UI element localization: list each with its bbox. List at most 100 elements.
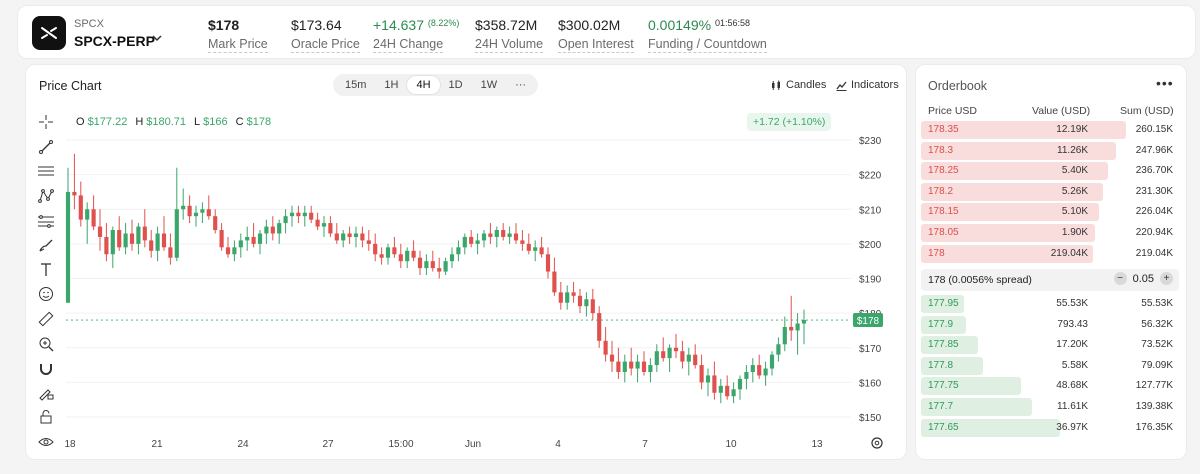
ask-row[interactable]: 178.3 11.26K 247.96K — [921, 141, 1173, 160]
change-pct: (8.22%) — [427, 18, 460, 28]
trend-line-icon[interactable] — [35, 135, 57, 160]
bid-row[interactable]: 177.65 36.97K 176.35K — [921, 418, 1173, 437]
low-value: $166 — [203, 116, 228, 128]
bid-value: 17.20K — [1056, 339, 1088, 351]
candles-icon — [772, 80, 780, 90]
ask-value: 5.40K — [1061, 165, 1088, 177]
brush-icon[interactable] — [35, 233, 57, 258]
candle-body — [238, 240, 243, 248]
y-tick-label: $230 — [859, 136, 882, 147]
indicators-button[interactable]: Indicators — [836, 79, 899, 91]
change-label[interactable]: 24H Change — [373, 37, 444, 53]
open-label: O — [76, 116, 85, 128]
header-sum: Sum (USD) — [1120, 105, 1174, 117]
y-tick-label: $190 — [859, 275, 882, 286]
candle-body — [545, 254, 551, 272]
chart-settings-icon[interactable] — [871, 437, 883, 449]
crosshair-icon[interactable] — [35, 110, 57, 135]
market-selector[interactable]: SPCX-PERP — [74, 33, 155, 49]
volume-label[interactable]: 24H Volume — [475, 37, 544, 53]
bid-row[interactable]: 177.7 11.61K 139.38K — [921, 398, 1173, 416]
tf-more[interactable]: ··· — [515, 79, 527, 91]
zoom-in-icon[interactable] — [35, 331, 57, 356]
ask-row[interactable]: 178 219.04K 219.04K — [921, 244, 1173, 263]
ask-row[interactable]: 178.05 1.90K 220.94K — [921, 224, 1173, 242]
depth-bar — [921, 182, 1104, 201]
candle-body — [129, 233, 135, 244]
depth-bar — [921, 418, 1061, 437]
stat-mark-price: $178 Mark Price — [208, 17, 268, 53]
more-options-icon[interactable]: ••• — [1156, 75, 1174, 91]
candle-body — [449, 254, 455, 262]
oracle-price-label[interactable]: Oracle Price — [291, 37, 360, 53]
candle-body — [686, 354, 691, 362]
pattern-icon[interactable] — [35, 184, 57, 209]
tf-1h[interactable]: 1H — [384, 79, 399, 91]
increase-tick-button[interactable]: + — [1160, 272, 1173, 285]
candle-body — [117, 230, 122, 248]
ask-row[interactable]: 178.25 5.40K 236.70K — [921, 162, 1173, 181]
ask-row[interactable]: 178.35 12.19K 260.15K — [921, 121, 1173, 139]
ask-price: 178.25 — [928, 165, 959, 177]
market-logo[interactable] — [32, 16, 66, 50]
header-value: Value (USD) — [1032, 105, 1091, 117]
chevron-down-icon[interactable] — [152, 33, 162, 45]
candle-body — [91, 209, 96, 227]
candles-button[interactable]: Candles — [771, 79, 826, 91]
candle-body — [328, 223, 333, 234]
depth-bar — [921, 121, 1126, 139]
header-price: Price USD — [928, 105, 978, 117]
candle-body — [161, 233, 167, 248]
ask-row[interactable]: 178.2 5.26K 231.30K — [921, 182, 1173, 201]
x-tick-label: 7 — [642, 439, 648, 450]
candle-body — [648, 365, 653, 372]
bid-row[interactable]: 177.9 793.43 56.32K — [921, 315, 1173, 334]
decrease-tick-button[interactable]: − — [1113, 272, 1127, 285]
fib-icon[interactable] — [35, 208, 57, 233]
open-interest-label[interactable]: Open Interest — [558, 37, 634, 53]
funding-label[interactable]: Funding / Countdown — [648, 37, 767, 53]
tf-1d[interactable]: 1D — [448, 79, 463, 91]
depth-bar — [921, 162, 1108, 181]
candle-body — [584, 299, 589, 307]
pencil-lock-icon[interactable] — [35, 381, 57, 406]
eye-icon[interactable] — [35, 430, 57, 455]
emoji-icon[interactable] — [35, 282, 57, 307]
depth-bar — [921, 398, 1032, 416]
last-price-tag-bg — [853, 313, 883, 328]
mark-price-label[interactable]: Mark Price — [208, 37, 268, 53]
ask-price: 178.2 — [928, 185, 954, 197]
lock-icon[interactable] — [35, 405, 57, 430]
bid-row[interactable]: 177.95 55.53K 55.53K — [921, 295, 1173, 313]
change-badge: +1.72 (+1.10%) — [747, 113, 832, 131]
candle-body — [481, 233, 487, 241]
ask-sum: 231.30K — [1135, 185, 1173, 197]
magnet-icon[interactable] — [35, 356, 57, 381]
bid-row[interactable]: 177.8 5.58K 79.09K — [921, 356, 1173, 375]
text-icon[interactable] — [35, 258, 57, 283]
ruler-icon[interactable] — [35, 307, 57, 332]
horizontal-lines-icon[interactable] — [35, 159, 57, 184]
tf-1w[interactable]: 1W — [480, 79, 498, 91]
ask-row[interactable]: 178.15 5.10K 226.04K — [921, 203, 1173, 222]
candle-body — [501, 230, 506, 237]
bid-row[interactable]: 177.75 48.68K 127.77K — [921, 377, 1173, 396]
tf-4h[interactable]: 4H — [407, 76, 440, 94]
candle-body — [725, 385, 730, 397]
candle-body — [622, 361, 627, 372]
candle-body — [296, 212, 301, 217]
x-tick-label: 10 — [725, 439, 737, 450]
indicators-icon — [836, 81, 847, 91]
candle-body — [289, 212, 295, 217]
stat-24h-change: +14.637 (8.22%) 24H Change — [373, 17, 459, 53]
candle-body — [219, 230, 224, 248]
bid-sum: 79.09K — [1141, 359, 1173, 371]
ask-value: 219.04K — [1050, 247, 1088, 259]
bid-value: 36.97K — [1056, 421, 1088, 433]
depth-bar — [921, 377, 1022, 396]
bid-row[interactable]: 177.85 17.20K 73.52K — [921, 336, 1173, 355]
tf-15m[interactable]: 15m — [345, 79, 367, 91]
candle-body — [654, 351, 659, 366]
candle-body — [699, 365, 704, 383]
candlestick-chart[interactable]: $230$220$210$200$190$180$170$160$1501821… — [26, 65, 907, 460]
